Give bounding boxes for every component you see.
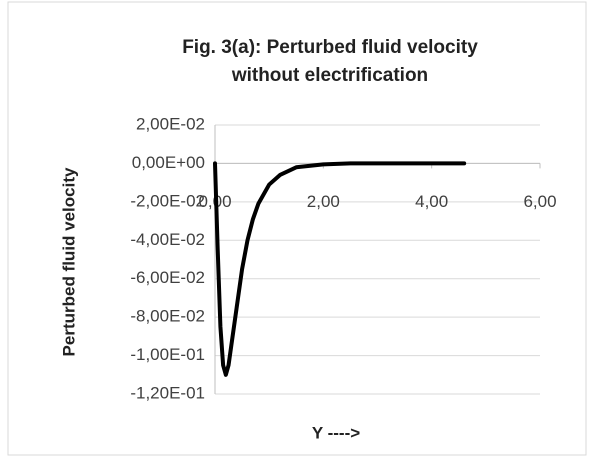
chart-title: without electrification — [231, 65, 428, 86]
data-line — [213, 161, 467, 377]
chart-border — [7, 1, 587, 456]
y-tick-label: 0,00E+00 — [132, 153, 205, 172]
y-tick-label: -4,00E-02 — [130, 230, 205, 249]
x-tick-label: 6,00 — [523, 192, 556, 211]
y-tick-label: -6,00E-02 — [130, 268, 205, 287]
y-tick-label: -2,00E-02 — [130, 191, 205, 210]
y-tick-label: 2,00E-02 — [136, 114, 205, 133]
x-tick-label: 4,00 — [415, 192, 448, 211]
y-tick-label: -1,00E-01 — [130, 345, 205, 364]
y-tick-label: -1,20E-01 — [130, 383, 205, 402]
x-tick-label: 2,00 — [307, 192, 340, 211]
y-axis-title: Perturbed fluid velocity — [59, 167, 78, 356]
x-axis-title: Y ----> — [312, 423, 360, 442]
chart-title: Fig. 3(a): Perturbed fluid velocity — [182, 37, 478, 58]
y-tick-label: -8,00E-02 — [130, 307, 205, 326]
